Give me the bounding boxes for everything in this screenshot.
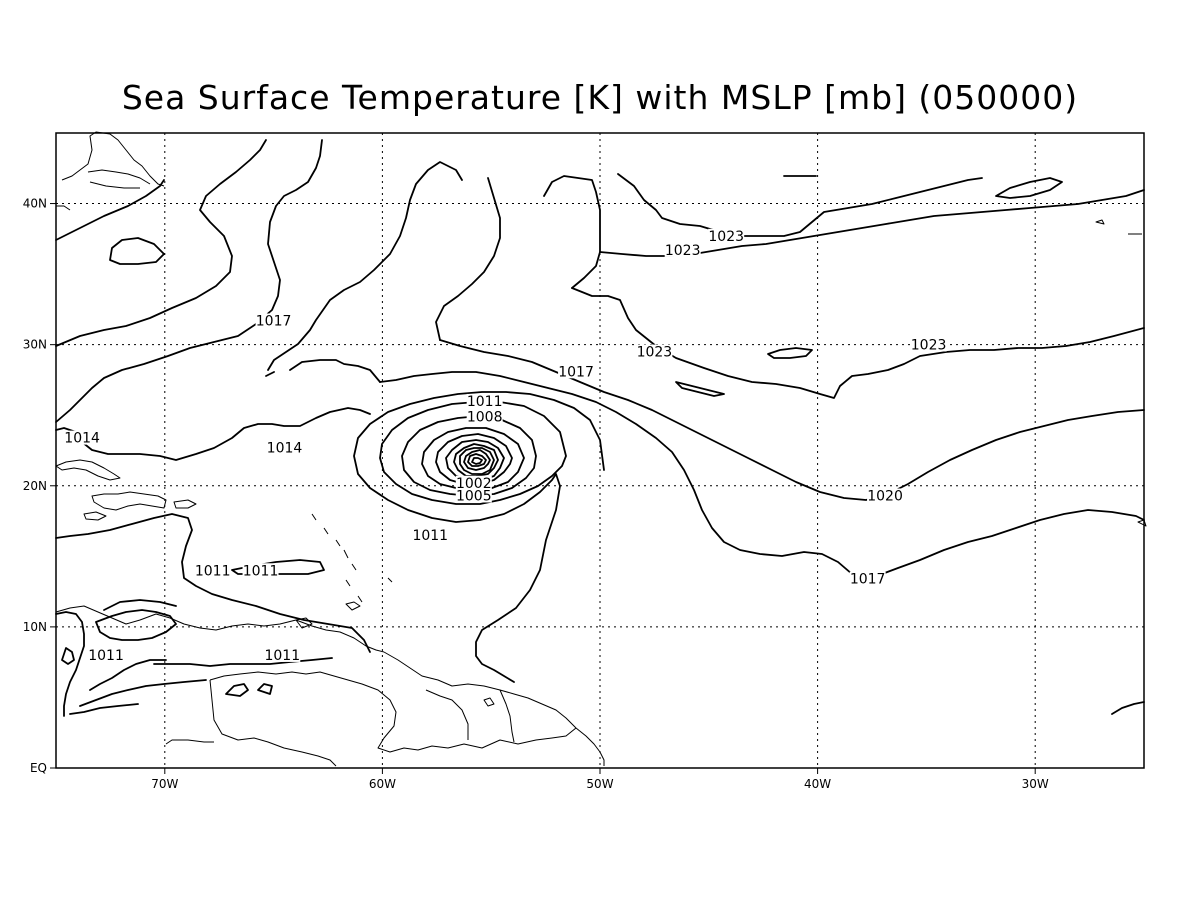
contour-label: 1011 [195, 563, 231, 579]
contour-label: 1005 [456, 488, 492, 504]
contour-label: 1017 [256, 314, 292, 330]
contour-label: 1017 [850, 572, 886, 588]
contour-label-bg [636, 344, 673, 359]
contour-label-bg [910, 337, 947, 352]
tick-label-lat: 10N [23, 620, 47, 634]
contour-label: 1023 [911, 337, 947, 353]
map-title: Sea Surface Temperature [K] with MSLP [m… [121, 78, 1079, 117]
tick-label-lon: 40W [804, 777, 831, 791]
tick-label-lat: EQ [30, 761, 47, 775]
contour-label-bg [255, 313, 292, 328]
contour-label: 1014 [64, 431, 100, 447]
contour-label-bg [194, 563, 231, 578]
contour-label-bg [558, 364, 595, 379]
contour-label: 1011 [88, 648, 124, 664]
tick-label-lon: 30W [1022, 777, 1049, 791]
contour-label: 1011 [412, 528, 448, 544]
coastlines [55, 131, 1147, 767]
contour-label: 1014 [267, 441, 303, 457]
contour-label: 1020 [867, 488, 903, 504]
contour-label-bg [455, 475, 492, 490]
contour-label-bg [88, 647, 125, 662]
contour-label-bg [849, 571, 886, 586]
contour-label-bg [264, 647, 301, 662]
contour-label: 1008 [467, 409, 503, 425]
contour-label-bg [867, 488, 904, 503]
axis-ticks: 70W 60W 50W 40W 30W EQ 10N 20N 30N 40N [23, 197, 1049, 791]
contour-label: 1023 [665, 243, 701, 259]
contour-label: 1023 [637, 345, 673, 361]
contour-label-bg [412, 527, 449, 542]
tick-label-lon: 70W [151, 777, 178, 791]
tick-label-lon: 60W [369, 777, 396, 791]
contour-label: 1023 [708, 229, 744, 245]
contour-label: 1011 [467, 394, 503, 410]
contour-label-bg [466, 409, 503, 424]
tick-label-lat: 40N [23, 197, 47, 211]
contour-label: 1011 [264, 648, 300, 664]
tick-label-lat: 30N [23, 338, 47, 352]
tick-label-lat: 20N [23, 479, 47, 493]
contour-label-bg [64, 430, 101, 445]
contour-label: 1017 [558, 364, 594, 380]
contour-label-bg [455, 488, 492, 503]
contour-label-bg [242, 563, 279, 578]
contour-label-bg [664, 242, 701, 257]
contour-label-bg [708, 228, 745, 243]
tick-label-lon: 50W [586, 777, 613, 791]
contour-label-bg [266, 440, 303, 455]
contour-label: 1011 [243, 563, 279, 579]
graticule [56, 133, 1144, 768]
pressure-contours [55, 139, 1145, 717]
contour-label: 1002 [456, 476, 492, 492]
contour-label-bg [466, 393, 503, 408]
